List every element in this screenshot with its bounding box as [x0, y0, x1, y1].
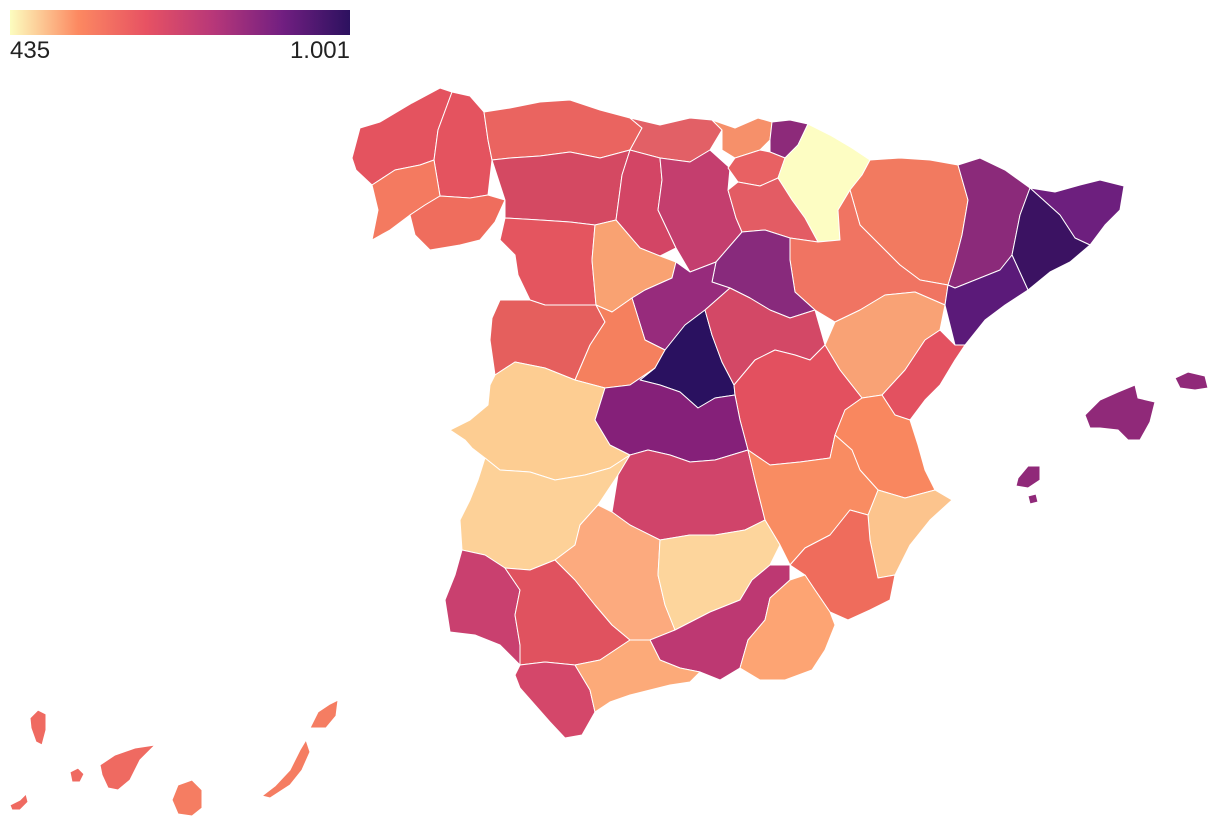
color-scale-bar [10, 10, 350, 35]
region-malaga[interactable] [574, 639, 701, 713]
region-tarragona[interactable] [944, 254, 1029, 346]
region-tenerife[interactable] [99, 744, 156, 791]
color-legend: 435 1.001 [10, 10, 350, 65]
region-leon[interactable] [491, 149, 631, 226]
region-gran-canaria[interactable] [171, 779, 203, 817]
region-menorca[interactable] [1174, 371, 1209, 391]
region-lanzarote[interactable] [309, 699, 339, 729]
region-fuerteventura[interactable] [261, 739, 311, 799]
region-la-gomera[interactable] [69, 767, 85, 783]
region-ourense[interactable] [409, 194, 506, 251]
region-bizkaia[interactable] [711, 117, 773, 159]
region-alicante[interactable] [867, 489, 953, 579]
region-zamora[interactable] [499, 217, 597, 306]
legend-min-label: 435 [10, 37, 51, 64]
region-ibiza[interactable] [1015, 465, 1041, 489]
legend-max-label: 1.001 [289, 37, 350, 64]
region-almeria[interactable] [739, 574, 836, 681]
region-barcelona[interactable] [1011, 187, 1091, 291]
region-ciudad-real[interactable] [611, 449, 766, 541]
region-formentera[interactable] [1027, 493, 1039, 505]
region-la-palma[interactable] [29, 709, 47, 746]
region-mallorca[interactable] [1084, 384, 1156, 441]
region-asturias[interactable] [483, 99, 643, 161]
region-el-hierro[interactable] [9, 793, 29, 811]
region-cadiz[interactable] [514, 661, 596, 739]
